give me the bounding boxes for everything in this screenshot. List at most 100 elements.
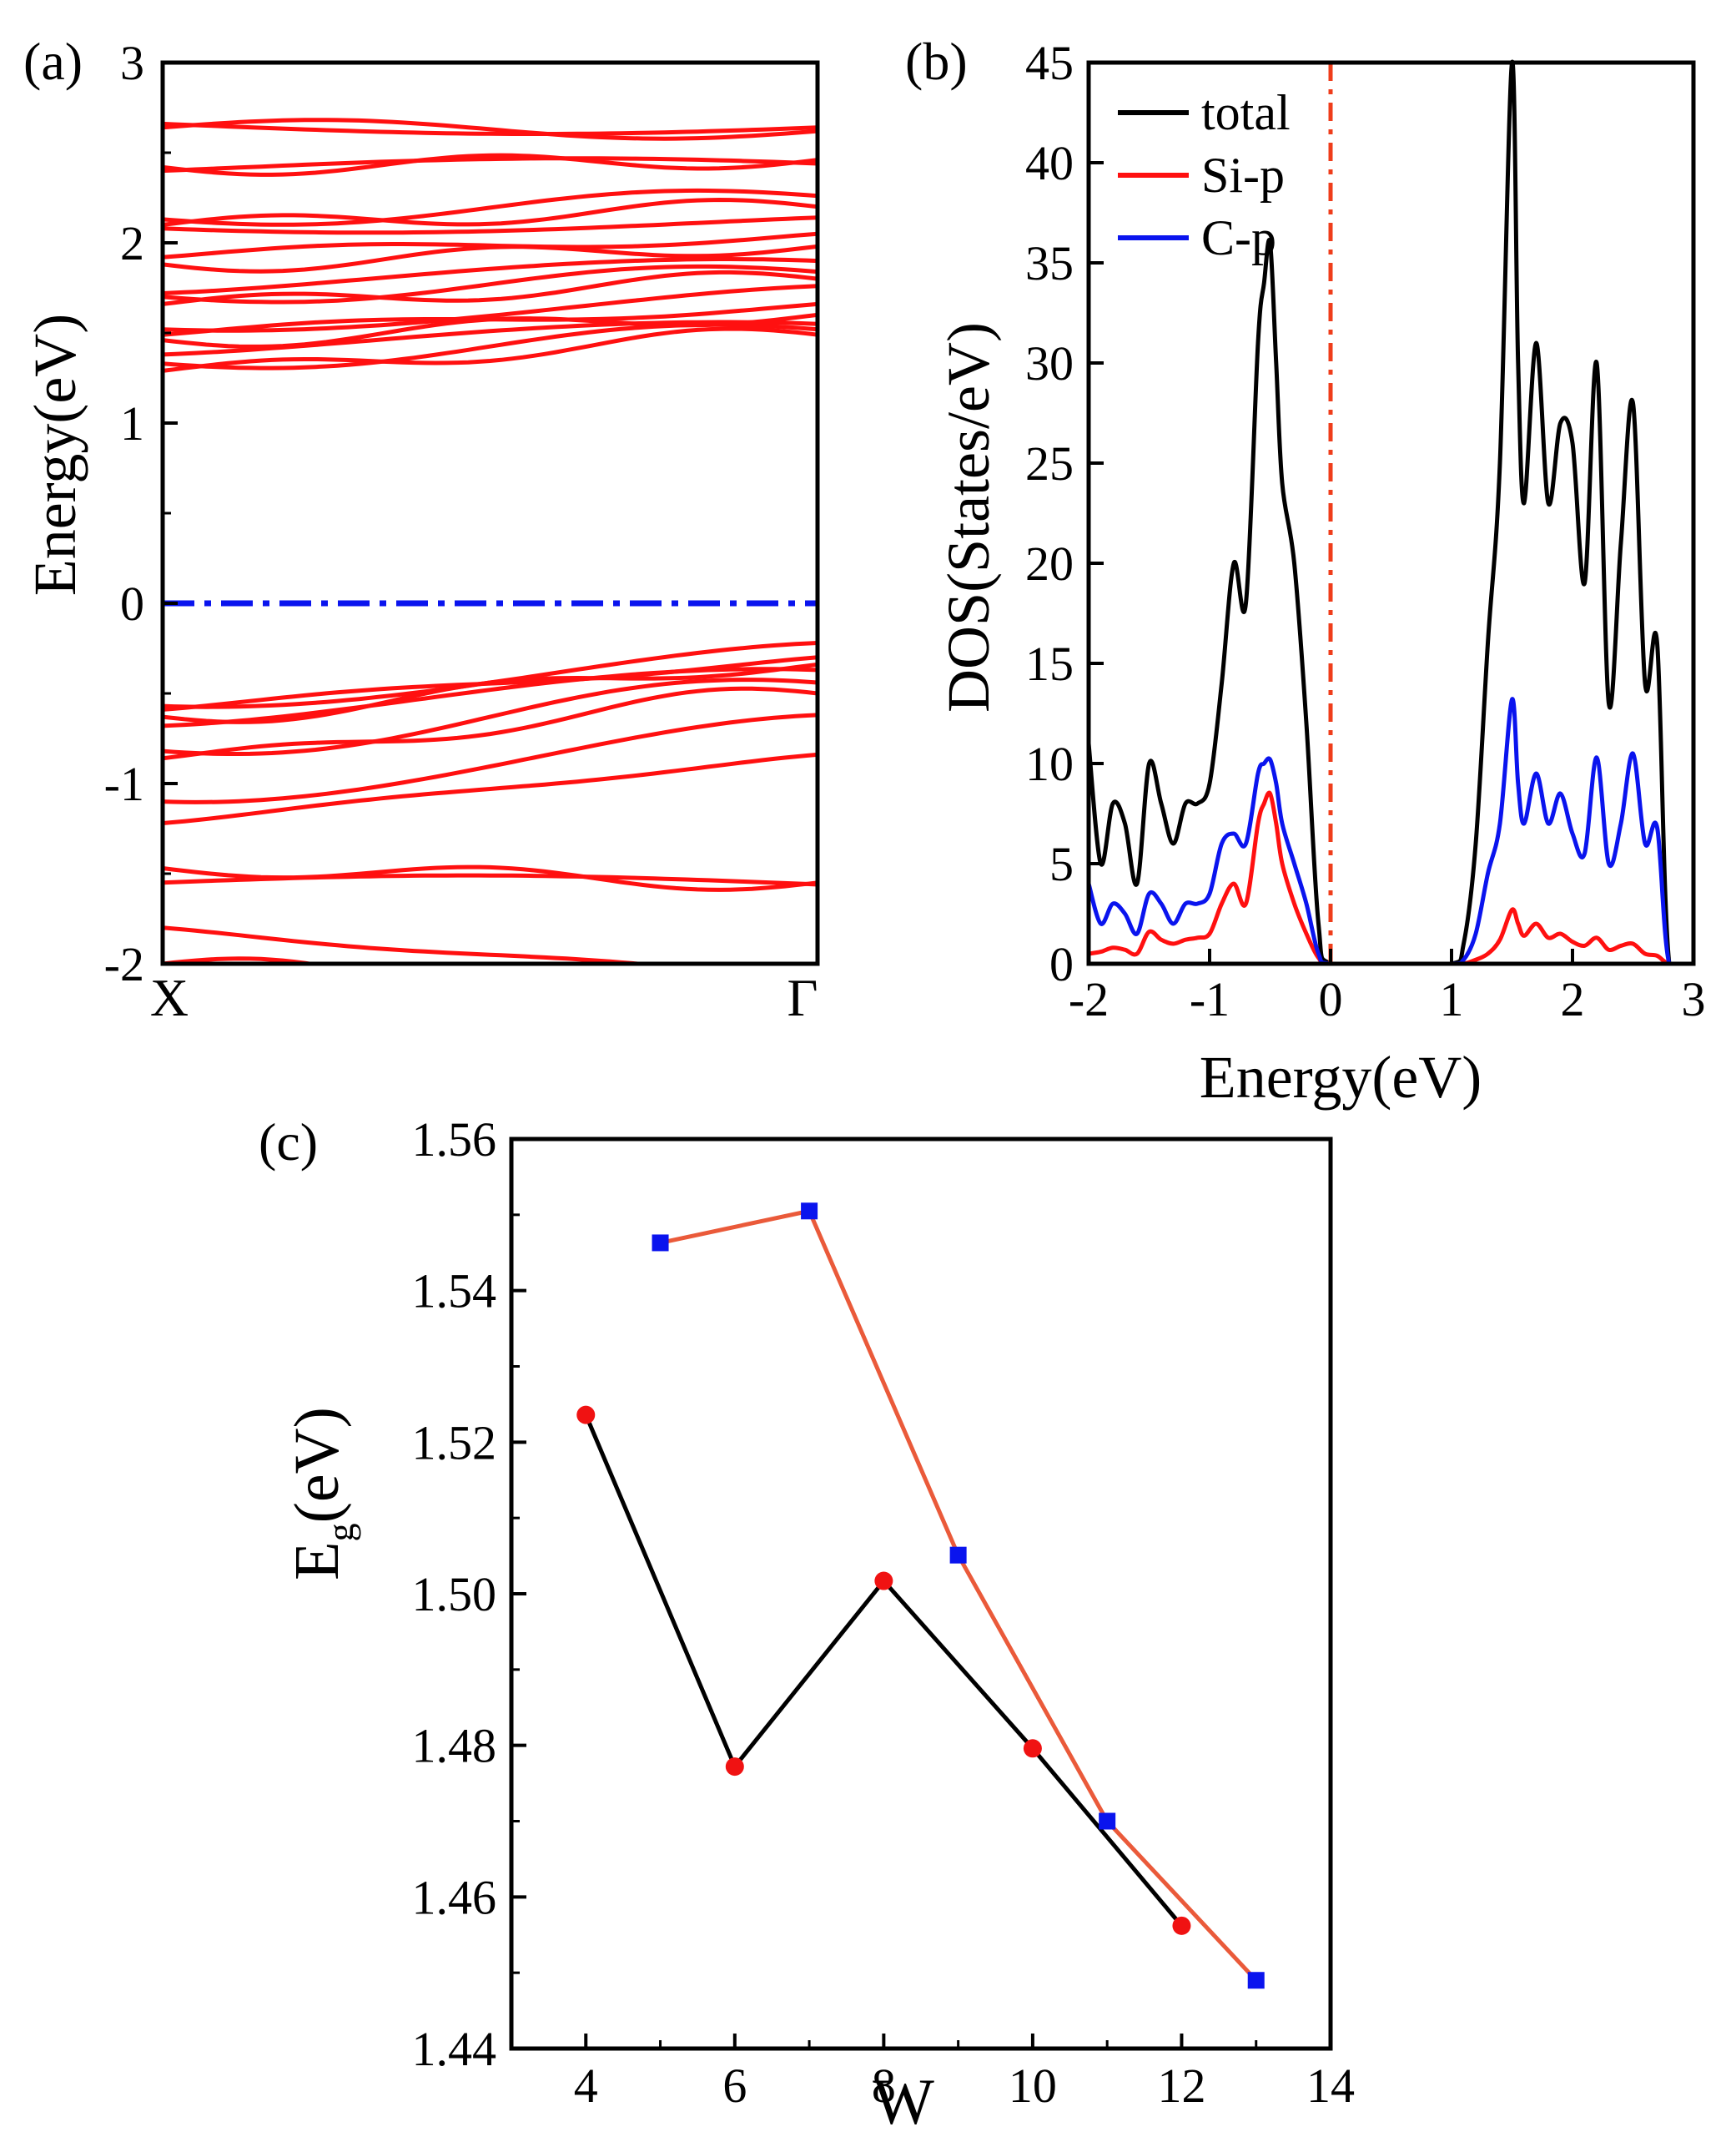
data-point-circle <box>1023 1739 1042 1758</box>
x-tick-label: -2 <box>1069 972 1109 1026</box>
data-point-square <box>652 1234 669 1252</box>
band-line <box>163 270 818 306</box>
band-line <box>163 153 818 177</box>
band-line <box>163 925 661 964</box>
band-line <box>163 118 818 141</box>
panel-b-ticks: 0 5 10 15 20 25 30 35 40 45 -2 -1 0 1 2 3 <box>1025 36 1706 1026</box>
y-tick-label: 0 <box>1049 937 1074 991</box>
x-tick-label: 2 <box>1561 972 1585 1026</box>
panel-b-legend: total Si-p C-p <box>1118 85 1291 265</box>
x-tick-label: 14 <box>1306 2059 1355 2113</box>
panel-c-frame <box>509 1137 1333 2051</box>
y-tick-label: 0 <box>120 577 144 631</box>
y-tick-label: 1.50 <box>412 1567 497 1621</box>
y-tick-label: 1.44 <box>412 2022 497 2076</box>
y-tick-label: 1.56 <box>412 1112 497 1167</box>
panel-c-band-gap: (c) 1.441.461.481.501.521.541.564 6 8 10 12 1… <box>259 1112 1355 2138</box>
band-line <box>163 121 818 136</box>
data-point-square <box>1247 1972 1265 1989</box>
legend-label: Si-p <box>1201 148 1285 203</box>
y-tick-label: 25 <box>1025 436 1074 491</box>
band-line <box>163 284 818 333</box>
x-tick-label: 4 <box>574 2059 598 2113</box>
x-tick-label: 3 <box>1682 972 1706 1026</box>
data-point-circle <box>576 1405 596 1424</box>
panel-c-ylabel-unit: (eV) <box>282 1407 352 1523</box>
band-line <box>163 873 818 887</box>
legend-label: total <box>1201 85 1291 140</box>
y-tick-label: 1 <box>120 396 144 451</box>
x-tick-label: 1 <box>1440 972 1464 1026</box>
series-line-even <box>583 1414 1184 1928</box>
x-tick-label: 6 <box>722 2059 747 2113</box>
y-tick-label: 20 <box>1025 537 1074 591</box>
y-tick-label: 3 <box>120 36 144 90</box>
y-tick-label: 1.48 <box>412 1719 497 1773</box>
y-tick-label: 40 <box>1025 136 1074 190</box>
panel-c-ylabel-main: E <box>282 1541 352 1580</box>
y-tick-label: 1.52 <box>412 1415 497 1469</box>
panel-c-ticks: 1.44 1.46 1.48 1.50 1.52 1.54 1.56 4 6 8 10 12 14 <box>412 1112 1356 2113</box>
y-tick-label: 1.54 <box>412 1264 497 1318</box>
y-tick-label: 30 <box>1025 336 1074 391</box>
panel-b-frame <box>1086 60 1696 966</box>
band-line <box>163 215 818 235</box>
x-tick-label: 12 <box>1157 2059 1205 2113</box>
series-line-odd <box>659 1208 1258 1982</box>
data-point-circle <box>1172 1916 1191 1935</box>
y-tick-label: 2 <box>120 216 144 270</box>
y-tick-label: -1 <box>104 757 144 811</box>
y-tick-label: 45 <box>1025 36 1074 90</box>
band-line <box>163 326 818 373</box>
y-tick-label: 5 <box>1049 837 1074 891</box>
legend-label: C-p <box>1201 210 1276 265</box>
band-line <box>163 956 323 964</box>
data-point-square <box>801 1202 818 1220</box>
panel-c-ylabel: Eg(eV) <box>282 1407 361 1580</box>
panel-a-ticks: -2 -1 0 1 2 3 X Γ <box>104 36 818 1027</box>
data-point-circle <box>874 1571 893 1590</box>
panel-a-band-structure: (a) -2 -1 0 1 2 3 X Γ Energy(eV) <box>22 32 820 1027</box>
dos-line-total <box>1086 59 1693 966</box>
x-tick-label: 0 <box>1319 972 1343 1026</box>
data-point-circle <box>725 1757 744 1777</box>
panel-c-series <box>576 1202 1265 1989</box>
band-line <box>163 678 818 756</box>
panel-b-ylabel: DOS(States/eV) <box>935 322 1002 713</box>
panel-c-ylabel-sub: g <box>320 1523 361 1541</box>
panel-c-label: (c) <box>259 1112 318 1172</box>
band-line <box>163 257 818 295</box>
y-tick-label: 35 <box>1025 236 1074 290</box>
y-tick-label: -2 <box>104 937 144 991</box>
band-line <box>163 244 818 274</box>
band-line <box>163 188 818 227</box>
y-tick-label: 10 <box>1025 737 1074 791</box>
x-tick-label: Γ <box>787 968 818 1027</box>
panel-b-label: (b) <box>905 32 968 91</box>
data-point-square <box>949 1546 967 1564</box>
x-tick-label: 8 <box>872 2059 896 2113</box>
panel-a-ylabel: Energy(eV) <box>22 314 88 597</box>
band-line <box>163 320 818 357</box>
y-tick-label: 1.46 <box>412 1870 497 1924</box>
band-line <box>163 197 818 227</box>
panel-a-bands <box>163 118 818 964</box>
svg-text:Eg(eV): Eg(eV) <box>282 1407 361 1580</box>
band-line <box>163 264 818 305</box>
panel-a-label: (a) <box>23 32 83 91</box>
band-line <box>163 752 818 825</box>
panel-b-xlabel: Energy(eV) <box>1200 1044 1482 1111</box>
band-line <box>163 713 818 804</box>
panel-b-curves <box>1086 59 1693 966</box>
band-line <box>163 322 818 370</box>
band-line <box>163 156 818 174</box>
band-line <box>163 662 818 724</box>
panel-c-xlabel: W <box>873 2065 934 2138</box>
panel-a-frame <box>160 60 820 966</box>
band-line <box>163 686 818 761</box>
y-tick-label: 15 <box>1025 637 1074 691</box>
x-tick-label: X <box>150 968 189 1027</box>
x-tick-label: 10 <box>1009 2059 1057 2113</box>
band-line <box>163 667 818 728</box>
